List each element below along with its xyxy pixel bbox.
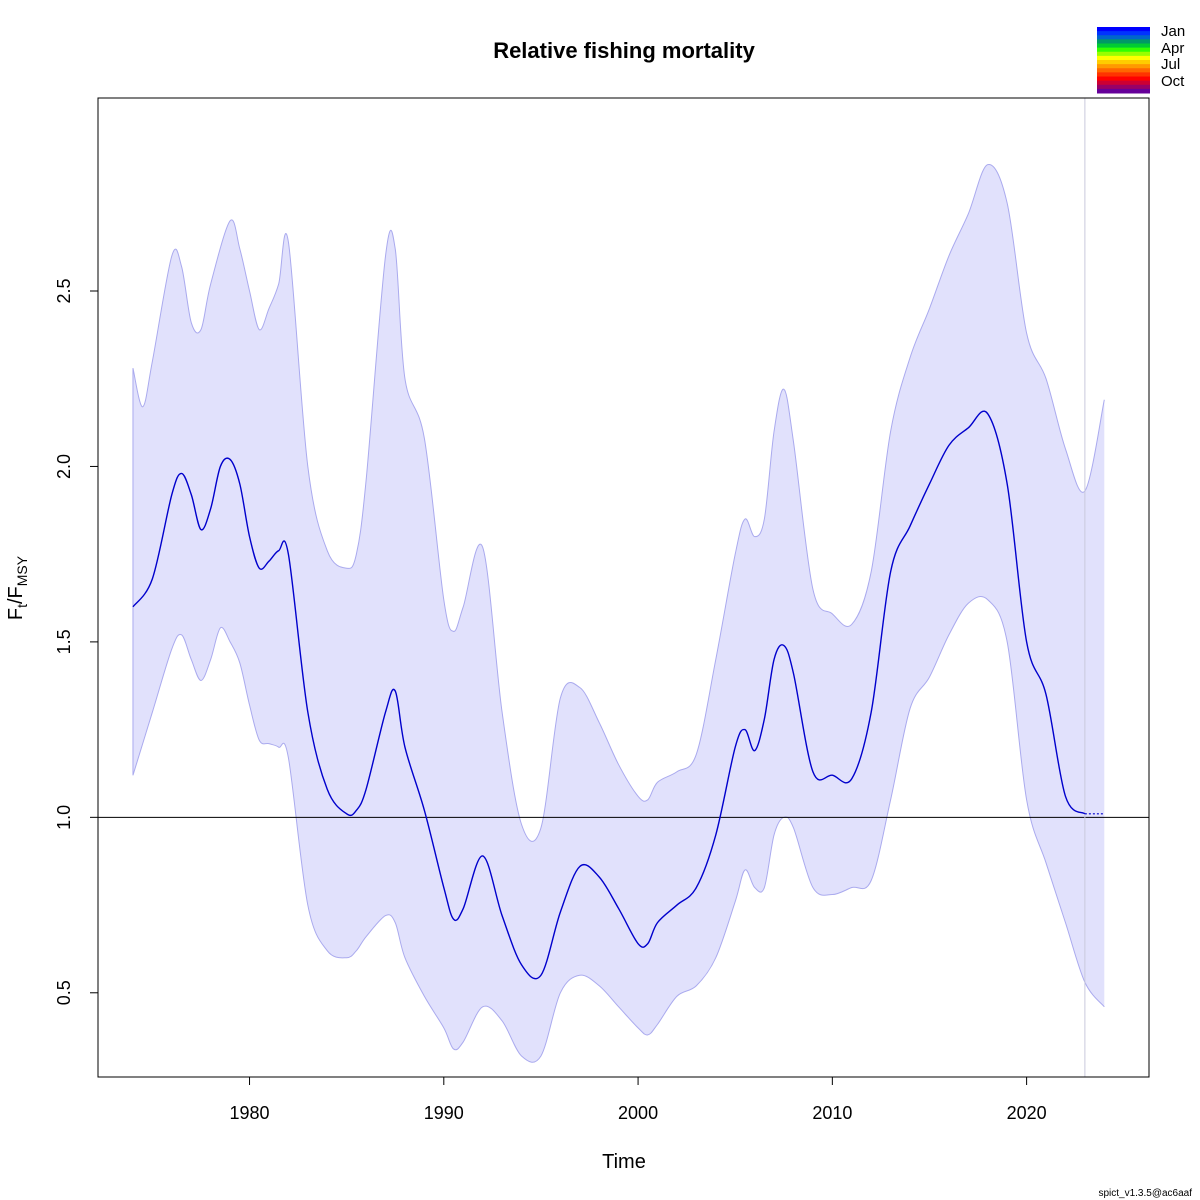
legend-swatch xyxy=(1097,60,1150,65)
legend-swatch xyxy=(1097,80,1150,86)
legend-swatch xyxy=(1097,72,1150,77)
x-tick-label: 2000 xyxy=(618,1103,658,1123)
y-tick-label: 2.0 xyxy=(54,454,74,479)
x-axis-label: Time xyxy=(602,1151,646,1173)
y-tick-label: 1.0 xyxy=(54,805,74,830)
estimate-line-layer xyxy=(132,410,1105,980)
estimate-line xyxy=(132,410,1086,980)
confidence-band-fill xyxy=(132,164,1105,1063)
y-label-sub2: MSY xyxy=(14,555,30,586)
y-label-main: F xyxy=(5,608,27,620)
legend-swatch xyxy=(1097,64,1150,69)
legend-swatch xyxy=(1097,43,1150,49)
reference-line-layer xyxy=(98,98,1149,1077)
y-tick-label: 0.5 xyxy=(54,980,74,1005)
confidence-band xyxy=(132,164,1105,1063)
legend-color-ramp xyxy=(1097,27,1150,94)
legend-swatch xyxy=(1097,88,1150,94)
y-label-sub1: t xyxy=(14,604,30,608)
legend-swatch xyxy=(1097,76,1150,82)
legend-label-apr: Apr xyxy=(1161,40,1184,57)
y-axis-label: Ft/FMSY xyxy=(5,555,30,620)
legend-label-jul: Jul xyxy=(1161,56,1180,73)
chart-title: Relative fishing mortality xyxy=(493,38,755,63)
y-tick-label: 1.5 xyxy=(54,629,74,654)
x-tick-label: 2010 xyxy=(812,1103,852,1123)
legend-swatch xyxy=(1097,51,1150,57)
legend-swatch xyxy=(1097,31,1150,36)
version-footer: spict_v1.3.5@ac6aaf xyxy=(1098,1188,1192,1199)
legend-swatch xyxy=(1097,39,1150,44)
month-legend: Jan Apr Jul Oct xyxy=(1097,23,1185,94)
legend-swatch xyxy=(1097,47,1150,53)
y-label-sep: /F xyxy=(5,586,27,604)
legend-swatch xyxy=(1097,55,1150,61)
lower-bound-line xyxy=(132,596,1105,1063)
x-axis: 1980 1990 2000 2010 2020 xyxy=(230,1076,1047,1123)
legend-swatch xyxy=(1097,27,1150,32)
legend-label-jan: Jan xyxy=(1161,23,1185,40)
x-tick-label: 1980 xyxy=(230,1103,270,1123)
x-tick-label: 1990 xyxy=(424,1103,464,1123)
legend-swatch xyxy=(1097,35,1150,40)
legend-swatch xyxy=(1097,84,1150,90)
y-tick-label: 2.5 xyxy=(54,278,74,303)
legend-label-oct: Oct xyxy=(1161,73,1185,90)
upper-bound-line xyxy=(132,164,1105,842)
y-axis: 0.5 1.0 1.5 2.0 2.5 xyxy=(54,278,98,1005)
legend-swatch xyxy=(1097,68,1150,73)
x-tick-label: 2020 xyxy=(1007,1103,1047,1123)
